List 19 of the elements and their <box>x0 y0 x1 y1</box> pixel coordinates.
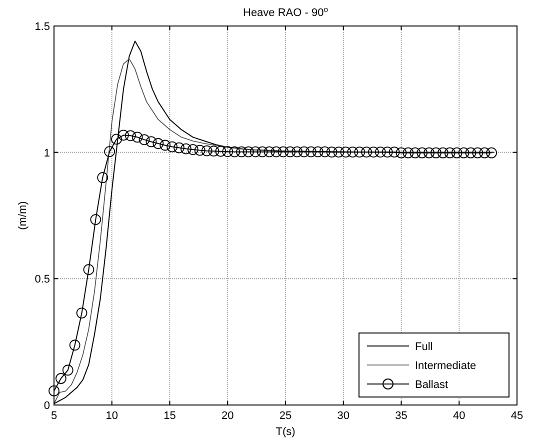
y-tick-label: 0 <box>44 400 50 412</box>
legend-label: Intermediate <box>415 360 476 372</box>
x-tick-label: 10 <box>106 410 118 422</box>
legend-label: Full <box>415 341 433 353</box>
y-axis-title: (m/m) <box>17 201 29 230</box>
x-axis-title: T(s) <box>276 426 296 438</box>
y-tick-label: 0.5 <box>34 274 50 286</box>
x-tick-label: 35 <box>395 410 408 422</box>
x-tick-label: 25 <box>279 410 292 422</box>
y-tick-label: 1.5 <box>34 21 50 33</box>
legend-label: Ballast <box>415 379 448 391</box>
x-tick-label: 45 <box>510 410 524 422</box>
x-tick-label: 15 <box>164 410 176 422</box>
x-tick-label: 30 <box>337 410 350 422</box>
x-tick-label: 40 <box>453 410 466 422</box>
x-tick-label: 20 <box>222 410 234 422</box>
x-tick-label: 5 <box>50 410 58 422</box>
chart-title: Heave RAO - 90$^{o}$ <box>243 4 328 19</box>
y-tick-label: 1 <box>44 147 50 160</box>
